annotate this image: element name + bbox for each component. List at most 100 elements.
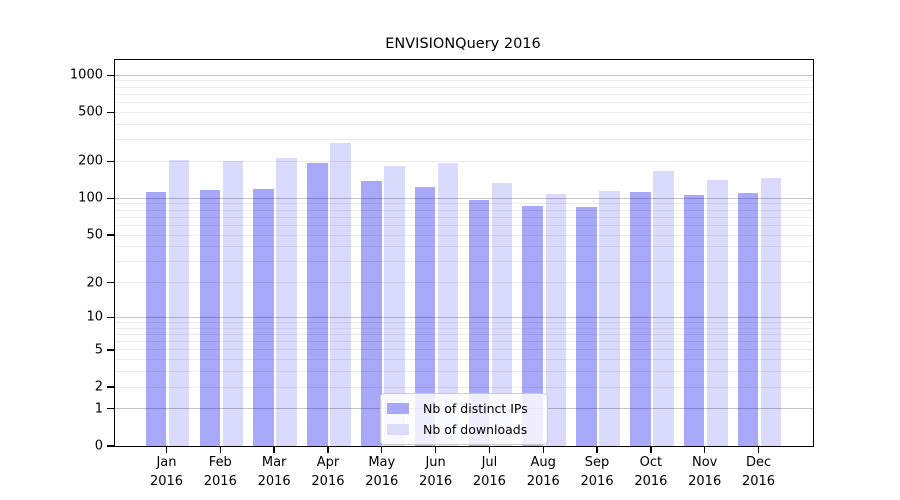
minor-gridline (115, 216, 813, 218)
y-tick-mark (107, 386, 114, 388)
minor-gridline (115, 139, 813, 141)
bar-distinct-ips-nov (683, 195, 705, 446)
chart-title: ENVISIONQuery 2016 (385, 36, 541, 52)
minor-gridline (115, 341, 813, 343)
y-tick-label: 10 (86, 309, 103, 325)
bar-distinct-ips-may (361, 181, 382, 446)
x-tick-mark (650, 446, 652, 453)
minor-gridline (115, 224, 813, 226)
minor-gridline (115, 359, 813, 361)
x-tick-mark (165, 446, 168, 453)
minor-gridline (115, 102, 813, 104)
bar-distinct-ips-jun (414, 186, 436, 446)
y-tick-mark (107, 281, 114, 284)
y-tick-label: 0 (94, 438, 103, 454)
bar-downloads-dec (760, 177, 782, 446)
x-tick-label-aug: Aug 2016 (526, 455, 560, 489)
chart-legend: Nb of distinct IPs Nb of downloads (380, 393, 548, 445)
major-gridline (115, 316, 813, 318)
x-tick-label-apr: Apr 2016 (311, 455, 345, 489)
x-tick-mark (381, 446, 383, 453)
major-gridline (115, 197, 813, 199)
y-tick-label: 5 (94, 342, 103, 358)
bar-distinct-ips-jul (468, 199, 490, 446)
x-tick-mark (434, 446, 437, 453)
minor-gridline (115, 327, 813, 329)
x-tick-mark (596, 446, 598, 453)
bar-downloads-mar (276, 157, 297, 446)
x-tick-mark (219, 446, 221, 453)
y-tick-label: 1000 (69, 67, 103, 83)
minor-gridline (115, 111, 813, 113)
y-tick-label: 2 (94, 379, 103, 395)
y-tick-label: 100 (78, 190, 103, 206)
x-tick-mark (488, 446, 491, 453)
bar-downloads-nov (707, 180, 728, 446)
minor-gridline (115, 160, 813, 162)
y-tick-label: 1 (94, 401, 103, 417)
x-tick-mark (542, 446, 544, 453)
bar-distinct-ips-sep (576, 207, 597, 446)
legend-label-downloads: Nb of downloads (423, 422, 528, 437)
x-tick-label-nov: Nov 2016 (688, 455, 722, 489)
y-tick-label: 200 (78, 153, 103, 169)
bar-distinct-ips-dec (737, 192, 759, 446)
minor-gridline (115, 282, 813, 284)
y-tick-mark (107, 111, 114, 114)
x-tick-label-feb: Feb 2016 (203, 455, 237, 489)
minor-gridline (115, 371, 813, 373)
x-tick-label-jul: Jul 2016 (472, 455, 506, 489)
bar-distinct-ips-oct (630, 192, 651, 446)
bar-downloads-sep (599, 190, 620, 446)
bar-downloads-apr (330, 143, 351, 446)
bar-downloads-jan (168, 160, 190, 446)
y-tick-mark (107, 349, 114, 351)
y-tick-label: 500 (78, 104, 103, 120)
minor-gridline (115, 93, 813, 95)
minor-gridline (115, 203, 813, 205)
x-tick-label-jan: Jan 2016 (149, 455, 184, 489)
x-tick-label-mar: Mar 2016 (257, 455, 291, 489)
legend-label-distinct-ips: Nb of distinct IPs (423, 401, 528, 416)
y-tick-mark (107, 197, 114, 200)
bar-distinct-ips-mar (253, 188, 274, 446)
y-tick-mark (107, 74, 114, 76)
legend-swatch-downloads (387, 424, 409, 435)
y-tick-mark (107, 234, 114, 236)
minor-gridline (115, 261, 813, 263)
y-tick-mark (107, 445, 114, 447)
y-tick-mark (107, 316, 114, 319)
minor-gridline (115, 321, 813, 323)
x-tick-mark (704, 446, 706, 453)
legend-swatch-distinct-ips (387, 403, 409, 414)
x-tick-mark (327, 446, 329, 453)
x-tick-mark (273, 446, 275, 453)
y-tick-mark (107, 160, 114, 163)
bar-downloads-feb (222, 160, 244, 446)
legend-item-downloads: Nb of downloads (387, 422, 537, 437)
x-tick-label-jun: Jun 2016 (419, 455, 453, 489)
x-tick-mark (757, 446, 760, 453)
y-tick-label: 20 (86, 275, 103, 291)
minor-gridline (115, 234, 813, 236)
x-tick-label-dec: Dec 2016 (741, 455, 776, 489)
minor-gridline (115, 123, 813, 125)
minor-gridline (115, 86, 813, 88)
major-gridline (115, 74, 813, 76)
bar-distinct-ips-jan (145, 192, 167, 446)
minor-gridline (115, 333, 813, 335)
bar-distinct-ips-apr (307, 163, 328, 446)
legend-item-distinct-ips: Nb of distinct IPs (387, 401, 537, 416)
plot-area: 0 1 2 5 10 20 50 100 200 500 1000 Jan 2016 Feb 2016 M… (70, 59, 814, 489)
minor-gridline (115, 246, 813, 248)
y-tick-mark (107, 408, 114, 410)
x-tick-label-may: May 2016 (365, 455, 399, 489)
bar-downloads-jul (491, 183, 513, 446)
minor-gridline (115, 209, 813, 211)
minor-gridline (115, 386, 813, 388)
x-tick-label-sep: Sep 2016 (580, 455, 614, 489)
x-tick-label-oct: Oct 2016 (634, 455, 668, 489)
bar-distinct-ips-aug (522, 205, 543, 446)
bar-distinct-ips-feb (199, 190, 221, 446)
